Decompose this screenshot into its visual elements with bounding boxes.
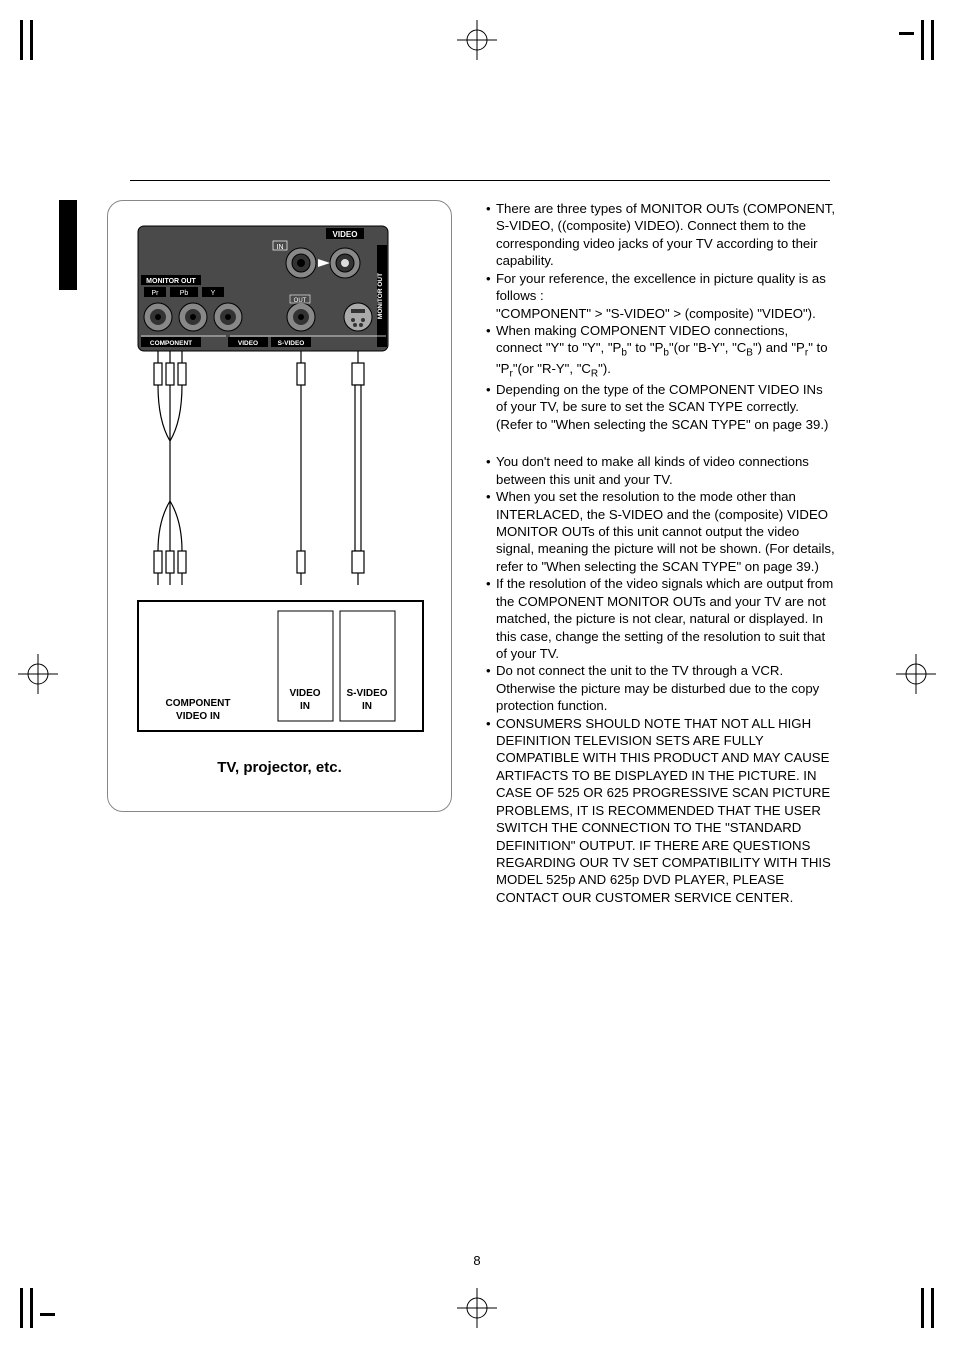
svg-text:OUT: OUT [294,298,307,304]
svg-text:COMPONENT: COMPONENT [150,340,192,347]
registration-mark [457,1288,497,1328]
section-tab [59,200,77,290]
svg-text:Pr: Pr [152,290,160,297]
bullet-text: Do not connect the unit to the TV throug… [496,662,836,714]
bullet-item: •When making COMPONENT VIDEO connections… [486,322,836,381]
svg-text:MONITOR OUT: MONITOR OUT [146,278,196,285]
bullet-text: When you set the resolution to the mode … [496,488,836,575]
svg-text:VIDEO: VIDEO [289,688,320,699]
svg-text:MONITOR OUT: MONITOR OUT [377,273,384,319]
svg-text:VIDEO: VIDEO [333,230,358,239]
bullet-text: If the resolution of the video signals w… [496,575,836,662]
svg-text:IN: IN [362,701,372,712]
svg-text:COMPONENT: COMPONENT [166,698,231,709]
bullet-group-2: •You don't need to make all kinds of vid… [486,453,836,906]
bullet-item: •Do not connect the unit to the TV throu… [486,662,836,714]
svg-text:IN: IN [300,701,310,712]
bullet-text: When making COMPONENT VIDEO connections,… [496,322,836,381]
registration-mark [896,654,936,694]
page-number: 8 [473,1253,480,1268]
crop-mark [894,20,934,60]
svg-text:Y: Y [211,290,216,297]
bullet-text: CONSUMERS SHOULD NOTE THAT NOT ALL HIGH … [496,715,836,907]
svg-text:VIDEO: VIDEO [238,340,258,347]
svg-text:S-VIDEO: S-VIDEO [346,688,387,699]
svg-text:S-VIDEO: S-VIDEO [278,340,305,347]
body-text: •There are three types of MONITOR OUTs (… [486,200,836,926]
svg-text:IN: IN [277,244,284,251]
diagram-caption: TV, projector, etc. [108,759,451,776]
bullet-item: •CONSUMERS SHOULD NOTE THAT NOT ALL HIGH… [486,715,836,907]
svg-text:Pb: Pb [180,290,189,297]
connection-diagram: VIDEO IN MONITOR OUT Pr Pb Y OUT COMPONE… [107,200,452,812]
header-rule [130,180,830,181]
bullet-item: •When you set the resolution to the mode… [486,488,836,575]
bullet-item: •You don't need to make all kinds of vid… [486,453,836,488]
bullet-item: •For your reference, the excellence in p… [486,270,836,322]
crop-mark [20,1288,60,1328]
bullet-text: Depending on the type of the COMPONENT V… [496,381,836,433]
svg-text:VIDEO IN: VIDEO IN [176,711,220,722]
registration-mark [18,654,58,694]
bullet-text: There are three types of MONITOR OUTs (C… [496,200,836,270]
bullet-text: You don't need to make all kinds of vide… [496,453,836,488]
bullet-item: •If the resolution of the video signals … [486,575,836,662]
bullet-text: For your reference, the excellence in pi… [496,270,836,322]
crop-mark [894,1288,934,1328]
registration-mark [457,20,497,60]
bullet-item: •Depending on the type of the COMPONENT … [486,381,836,433]
bullet-item: •There are three types of MONITOR OUTs (… [486,200,836,270]
crop-mark [20,20,60,60]
bullet-group-1: •There are three types of MONITOR OUTs (… [486,200,836,433]
diagram-svg: VIDEO IN MONITOR OUT Pr Pb Y OUT COMPONE… [108,201,453,813]
